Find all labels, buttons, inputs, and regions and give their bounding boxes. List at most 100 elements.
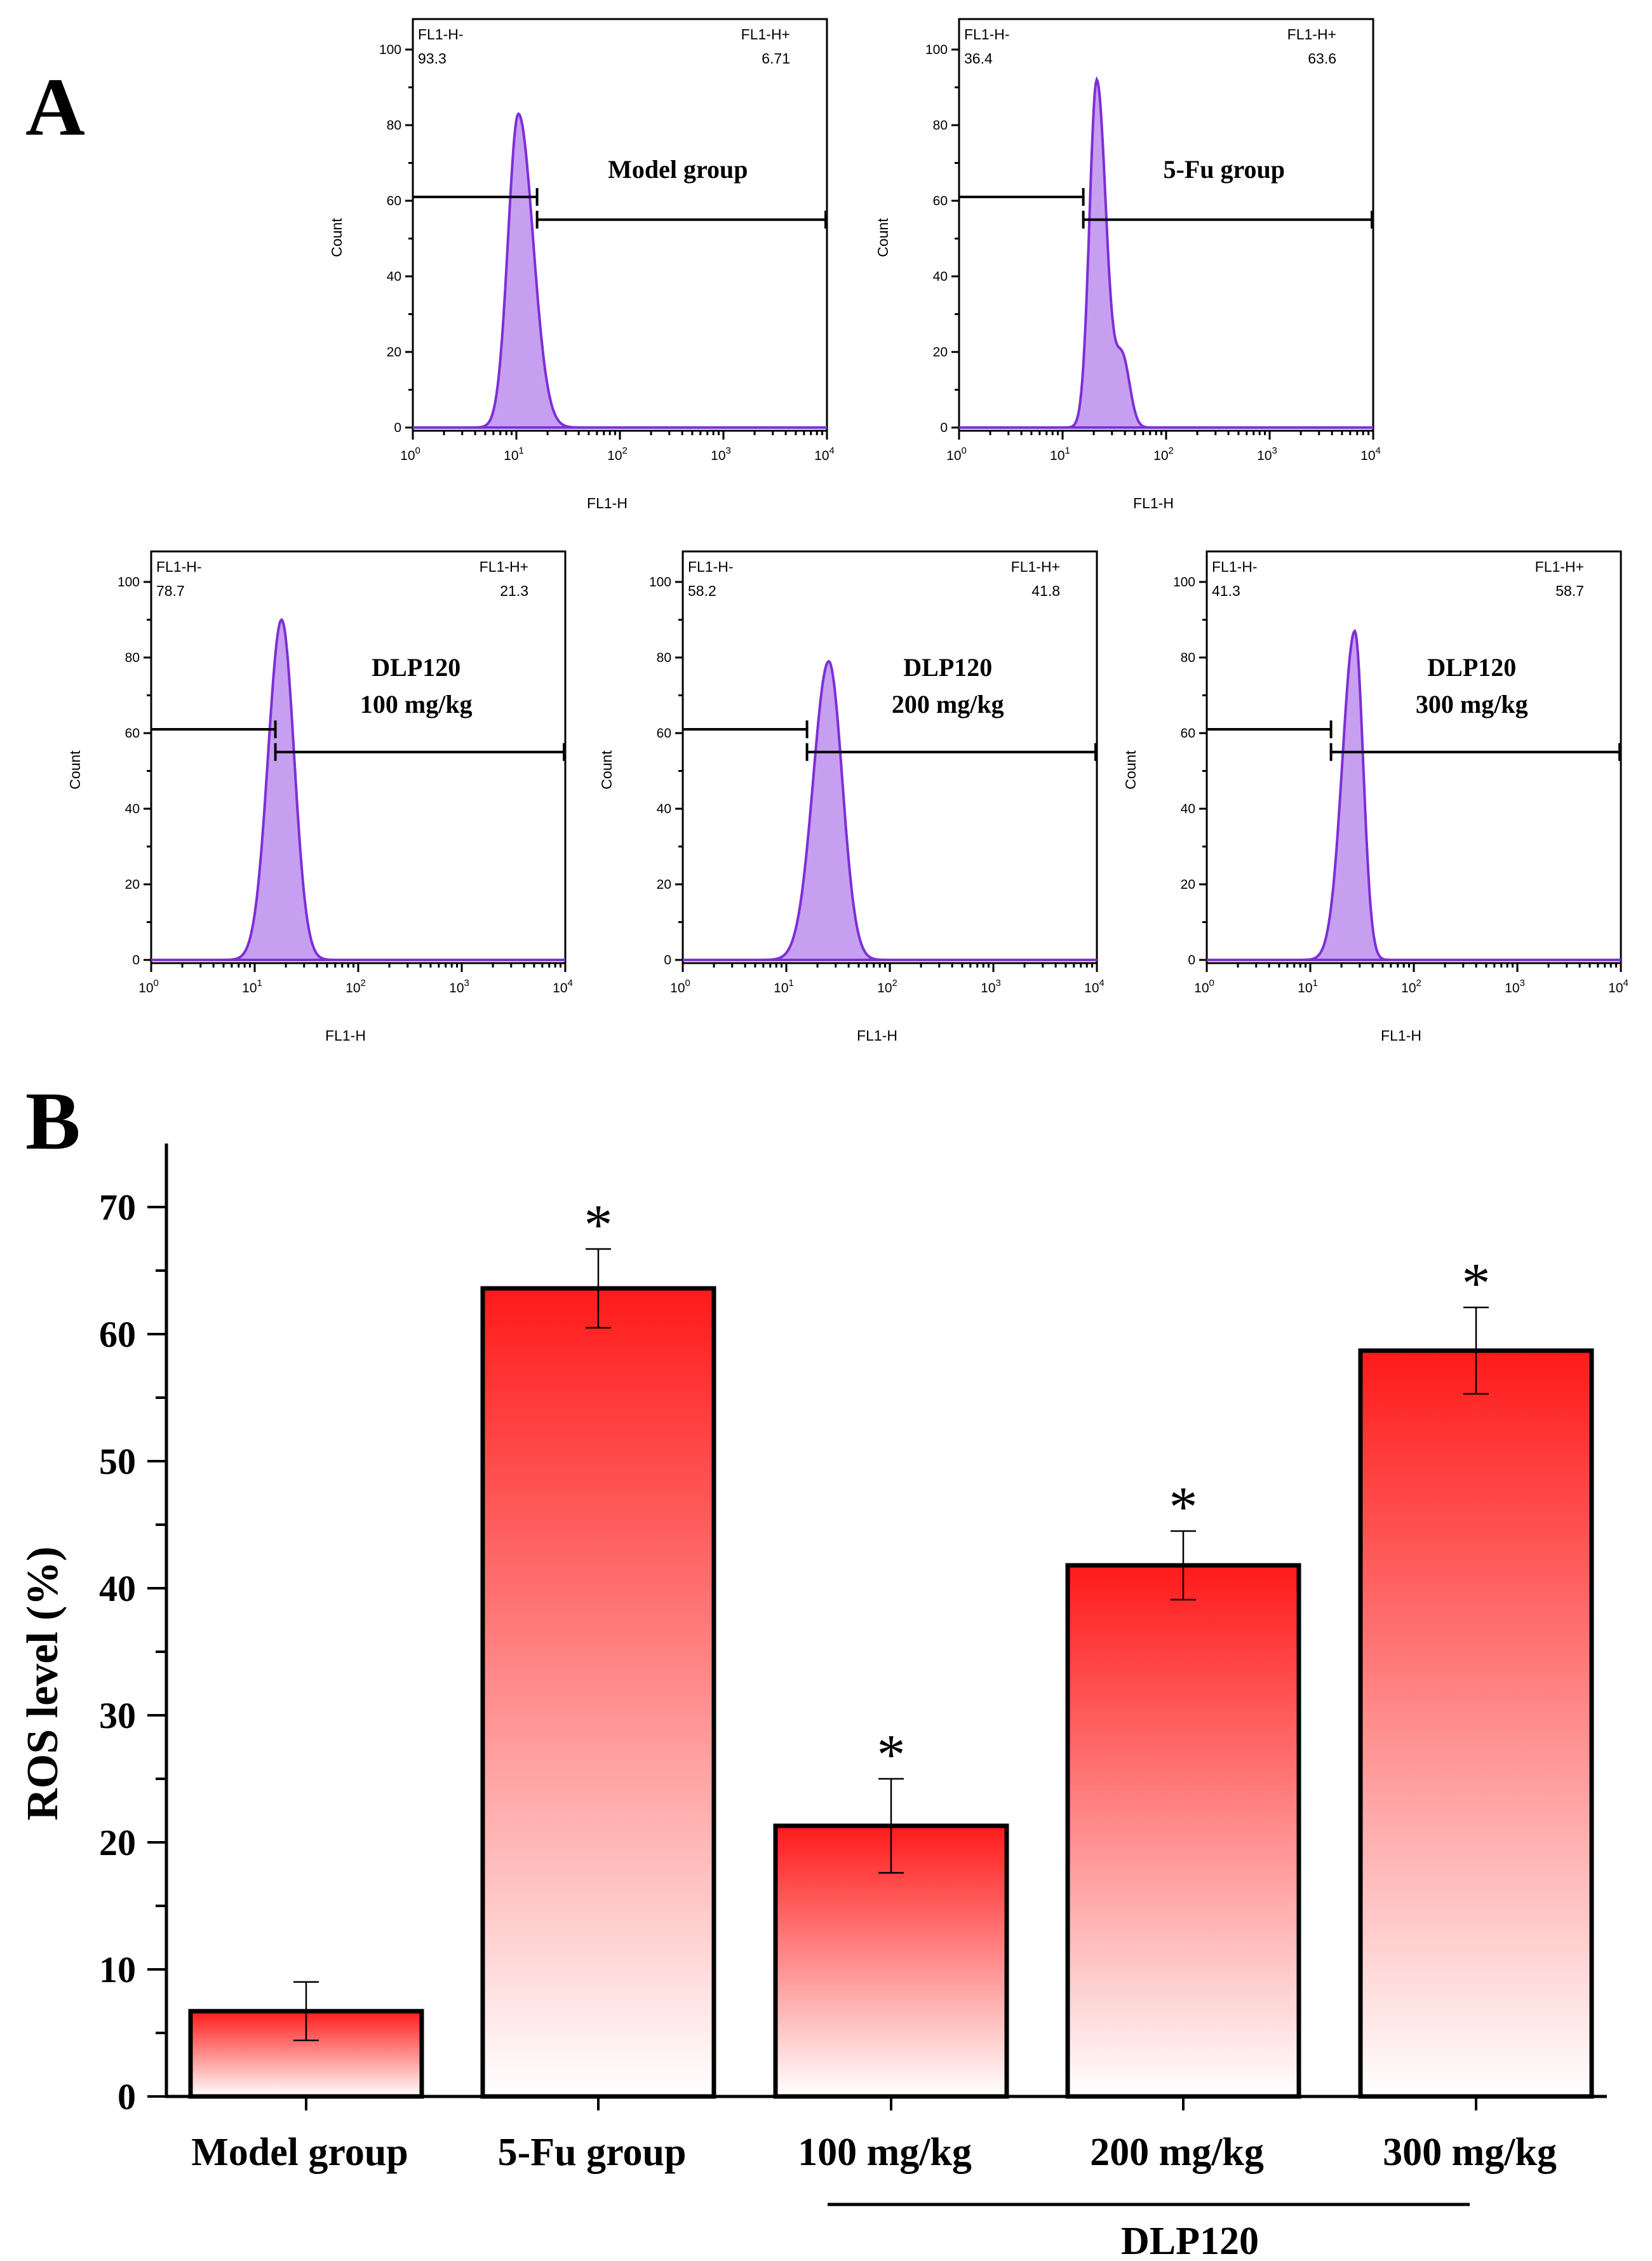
gate-positive: [274, 743, 565, 761]
gate-positive-label: FL1-H+: [480, 558, 528, 575]
x-tick-exponent: 4: [1099, 978, 1105, 989]
error-bar: [293, 1981, 319, 2042]
bar-y-axis-label: ROS level (%): [18, 1546, 67, 1821]
x-tick-exponent: 3: [1520, 978, 1525, 989]
bar-category-label: 200 mg/kg: [1090, 2131, 1264, 2174]
histogram-group-label: 200 mg/kg: [892, 690, 1004, 719]
x-tick-label: 100: [138, 978, 159, 996]
error-bar: [1463, 1306, 1489, 1395]
x-tick-base: 10: [1505, 981, 1519, 996]
y-tick-label: 0: [664, 953, 671, 968]
gate-positive-percent: 6.71: [762, 50, 790, 67]
x-tick-base: 10: [670, 981, 685, 996]
significance-mark: *: [1169, 1476, 1198, 1539]
histogram-group-label: DLP120: [903, 653, 992, 682]
x-tick-label: 104: [1360, 445, 1381, 463]
y-tick-label: 80: [125, 651, 140, 665]
y-tick-label: 80: [657, 651, 671, 665]
x-axis-label: FL1-H: [1133, 495, 1174, 511]
x-tick-label: 103: [1505, 978, 1525, 996]
y-tick-label: 0: [1188, 953, 1195, 968]
y-tick-label: 40: [657, 802, 671, 816]
group-label: DLP120: [1121, 2220, 1259, 2261]
x-tick-base: 10: [1194, 981, 1209, 996]
bar-2: * 5-Fu group: [480, 1194, 716, 2174]
bar-category-label: Model group: [191, 2131, 408, 2174]
gate-negative: [413, 188, 539, 206]
x-tick-label: 102: [877, 978, 897, 996]
x-tick-base: 10: [1608, 981, 1623, 996]
y-tick-label: 60: [933, 194, 948, 208]
error-bar: [586, 1248, 611, 1329]
x-tick-label: 100: [1194, 978, 1214, 996]
x-tick-label: 100: [946, 445, 967, 463]
gate-negative-label: FL1-H-: [418, 26, 464, 43]
x-tick-label: 104: [1084, 978, 1105, 996]
bar-y-tick-label: 10: [99, 1949, 136, 1990]
histogram-frame: [958, 18, 1374, 432]
x-tick-label: 103: [449, 978, 469, 996]
gate-positive-percent: 58.7: [1555, 583, 1584, 599]
x-tick-label: 100: [670, 978, 690, 996]
y-tick-label: 60: [1181, 726, 1195, 741]
y-tick-label: 60: [387, 194, 401, 208]
bar-y-tick-label: 60: [99, 1314, 136, 1355]
x-tick-base: 10: [553, 981, 567, 996]
x-tick-base: 10: [138, 981, 153, 996]
x-tick-exponent: 0: [154, 978, 159, 989]
gate-negative: [683, 720, 809, 739]
x-tick-exponent: 1: [519, 445, 524, 456]
x-tick-exponent: 4: [1623, 978, 1628, 989]
x-tick-base: 10: [774, 981, 788, 996]
gate-negative-label: FL1-H-: [156, 558, 202, 575]
gate-positive-percent: 21.3: [500, 583, 528, 599]
histogram-frame: [150, 550, 567, 964]
y-tick-label: 0: [940, 421, 948, 435]
bar-3: * 100 mg/kg: [773, 1724, 1009, 2174]
panel-b-bar-chart: 0 10 20 30 40 50 60 70 ROS level (%) Model group *…: [18, 1144, 1607, 2261]
bar-y-tick-label: 0: [118, 2076, 136, 2117]
gate-negative-percent: 36.4: [964, 50, 993, 67]
bar-5: * 300 mg/kg: [1358, 1252, 1594, 2174]
bar-category-label: 300 mg/kg: [1383, 2131, 1557, 2174]
y-tick-label: 20: [125, 877, 140, 892]
x-tick-base: 10: [1298, 981, 1312, 996]
y-tick-label: 20: [933, 345, 948, 360]
bar-rect: [480, 1286, 716, 2099]
x-tick-exponent: 2: [622, 445, 628, 456]
bar-rect: [1065, 1563, 1301, 2099]
x-tick-label: 101: [1050, 445, 1070, 463]
y-axis-label: Count: [598, 750, 615, 790]
panel-b-letter: B: [25, 1076, 81, 1167]
x-tick-exponent: 1: [1313, 978, 1318, 989]
y-tick-label: 0: [394, 421, 401, 435]
x-tick-exponent: 0: [685, 978, 690, 989]
x-tick-label: 103: [711, 445, 731, 463]
histogram-group-label: 5-Fu group: [1164, 155, 1286, 184]
y-tick-label: 100: [118, 575, 140, 590]
x-tick-exponent: 2: [1169, 445, 1174, 456]
gate-positive-label: FL1-H+: [1535, 558, 1584, 575]
x-tick-label: 102: [607, 445, 628, 463]
x-axis-label: FL1-H: [857, 1027, 897, 1044]
y-tick-label: 0: [132, 953, 140, 968]
x-tick-exponent: 0: [962, 445, 967, 456]
error-bar: [1171, 1530, 1196, 1601]
x-tick-label: 104: [553, 978, 573, 996]
histogram-frame: [412, 18, 828, 432]
gate-negative-label: FL1-H-: [688, 558, 734, 575]
y-tick-label: 80: [387, 118, 401, 133]
x-tick-base: 10: [946, 449, 961, 463]
x-tick-base: 10: [1257, 449, 1272, 463]
panel-a-letter: A: [25, 62, 85, 153]
histogram-peak: [683, 659, 1097, 961]
x-tick-label: 101: [242, 978, 262, 996]
y-axis-label: Count: [67, 750, 83, 790]
x-tick-base: 10: [607, 449, 622, 463]
